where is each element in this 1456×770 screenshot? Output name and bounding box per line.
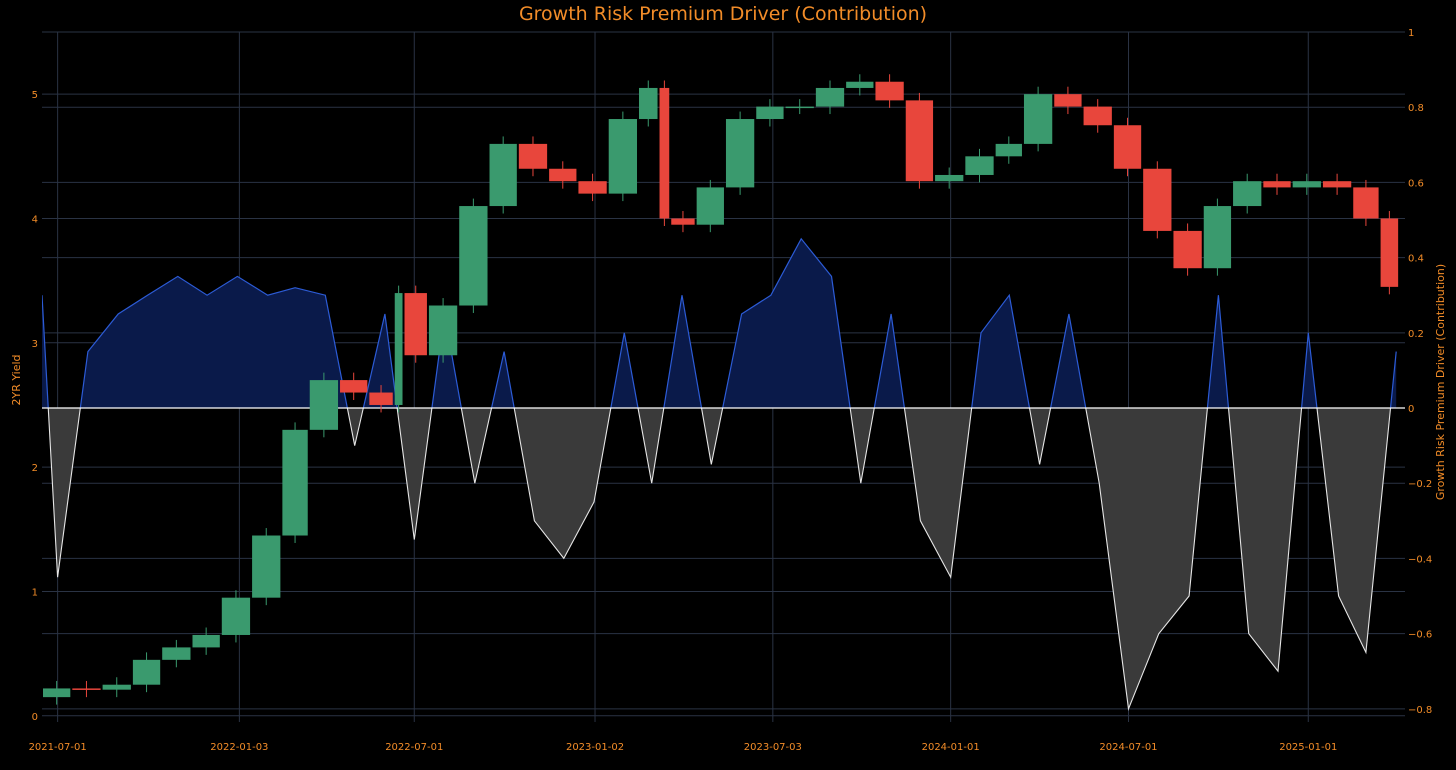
x-tick-label: 2022-07-01	[385, 742, 443, 753]
yield-candle-body	[935, 174, 964, 182]
y-left-tick-label: 1	[32, 587, 38, 598]
yield-candle-body	[102, 684, 131, 690]
yield-candle-body	[785, 106, 814, 109]
yield-candle-body	[671, 218, 695, 225]
y-right-tick-label: 0.4	[1408, 254, 1424, 265]
y-left-tick-label: 2	[32, 463, 38, 474]
yield-candle-body	[221, 597, 251, 635]
yield-candle-body	[905, 100, 934, 182]
yield-candle-body	[1233, 181, 1262, 207]
yield-candle-body	[340, 380, 368, 393]
yield-candle-body	[639, 87, 658, 120]
x-tick-label: 2023-01-02	[566, 742, 624, 753]
yield-candle-body	[696, 187, 724, 225]
yield-candle-body	[725, 119, 755, 188]
yield-candle-body	[309, 380, 339, 430]
y-right-tick-label: 0.2	[1408, 329, 1424, 340]
yield-candle-body	[1263, 181, 1291, 188]
x-tick-label: 2022-01-03	[210, 742, 268, 753]
y-right-tick-label: −0.2	[1408, 479, 1432, 490]
y-axis-left-title: 2YR Yield	[10, 354, 23, 405]
contribution-negative-fill	[42, 408, 1397, 709]
contribution-positive-line	[42, 237, 1397, 409]
yield-candle-body	[1143, 168, 1172, 231]
yield-candle-body	[404, 293, 427, 356]
y-left-tick-label: 5	[32, 90, 38, 101]
contribution-area	[42, 237, 1405, 711]
x-tick-label: 2025-01-01	[1279, 742, 1337, 753]
yield-candle-body	[875, 81, 904, 101]
yield-candles	[43, 74, 1399, 705]
yield-candle-body	[489, 143, 517, 207]
y-left-tick-label: 4	[32, 214, 38, 225]
yield-candle-body	[72, 688, 101, 690]
yield-candle-body	[1083, 106, 1112, 126]
yield-candle-body	[1292, 181, 1321, 188]
y-right-tick-label: 0.8	[1408, 103, 1424, 114]
y-right-tick-label: −0.6	[1408, 630, 1432, 641]
x-tick-label: 2024-07-01	[1099, 742, 1157, 753]
yield-candle-body	[162, 647, 191, 660]
contribution-negative-line	[47, 408, 1392, 711]
y-axis-right-title: Growth Risk Premium Driver (Contribution…	[1434, 264, 1447, 500]
yield-candle-body	[1203, 206, 1232, 269]
y-right-tick-label: 0.6	[1408, 178, 1424, 189]
yield-candle-body	[756, 106, 784, 120]
yield-candle-body	[252, 535, 281, 598]
yield-candle-body	[1322, 181, 1352, 188]
yield-candle-body	[549, 168, 577, 182]
yield-candle-body	[659, 87, 670, 219]
yield-candle-body	[1380, 218, 1399, 287]
yield-candle-body	[282, 429, 308, 536]
yield-candle-body	[428, 305, 458, 356]
yield-candle-body	[578, 181, 607, 194]
y-right-tick-label: 1	[1408, 28, 1414, 39]
yield-candle-body	[965, 156, 994, 175]
yield-candle-body	[1054, 94, 1082, 107]
yield-candle-body	[132, 659, 161, 685]
yield-candle-body	[459, 206, 488, 306]
yield-candle-body	[394, 293, 403, 405]
yield-candle-body	[1353, 187, 1379, 219]
yield-candle-body	[608, 119, 638, 194]
y-left-tick-label: 0	[32, 712, 38, 723]
axes: 2021-07-01 2022-01-03 2022-07-01 2023-01-02…	[29, 28, 1433, 753]
y-right-tick-label: 0	[1408, 404, 1414, 415]
yield-candle-body	[846, 81, 874, 88]
x-tick-label: 2024-01-01	[922, 742, 980, 753]
yield-candle-body	[1113, 125, 1142, 169]
yield-candle-body	[1023, 94, 1053, 144]
x-tick-label: 2021-07-01	[29, 742, 87, 753]
y-right-tick-label: −0.4	[1408, 554, 1432, 565]
yield-candle-body	[518, 143, 548, 169]
yield-candle-body	[1173, 230, 1202, 269]
yield-candle-body	[815, 87, 845, 107]
contribution-positive-fill	[42, 238, 1397, 409]
yield-candle-body	[995, 143, 1022, 157]
yield-candle-body	[192, 634, 220, 648]
chart-title: Growth Risk Premium Driver (Contribution…	[519, 3, 927, 25]
y-left-tick-label: 3	[32, 339, 38, 350]
x-tick-label: 2023-07-03	[744, 742, 802, 753]
y-right-tick-label: −0.8	[1408, 705, 1432, 716]
yield-candle-body	[369, 392, 393, 405]
yield-candle-body	[43, 688, 71, 698]
